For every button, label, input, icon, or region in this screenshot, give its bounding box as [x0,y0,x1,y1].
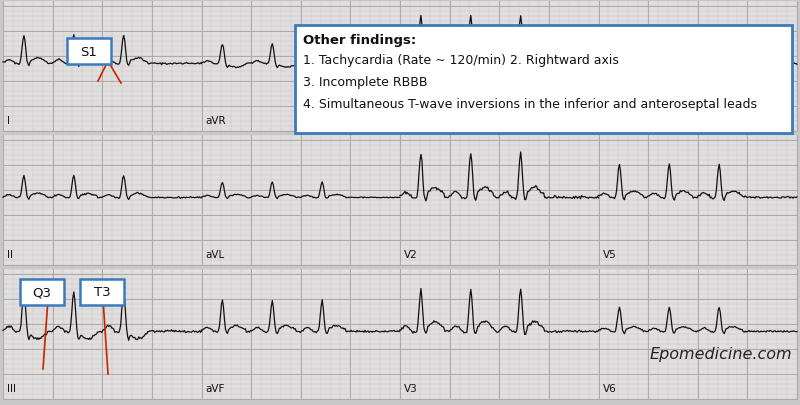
Text: 3. Incomplete RBBB: 3. Incomplete RBBB [303,76,427,89]
Text: II: II [7,249,13,259]
FancyBboxPatch shape [295,26,792,134]
Text: V2: V2 [404,249,418,259]
Text: V4: V4 [602,116,616,126]
Text: aVF: aVF [206,383,225,393]
Text: I: I [7,116,10,126]
Text: V6: V6 [602,383,616,393]
Text: T3: T3 [94,286,110,299]
Bar [3,136,797,265]
Text: Other findings:: Other findings: [303,34,416,47]
FancyBboxPatch shape [80,279,124,305]
Text: 1. Tachycardia (Rate ~ 120/min) 2. Rightward axis: 1. Tachycardia (Rate ~ 120/min) 2. Right… [303,54,619,67]
FancyBboxPatch shape [67,39,111,65]
Text: S1: S1 [81,45,98,58]
FancyBboxPatch shape [20,279,64,305]
Text: 4. Simultaneous T-wave inversions in the inferior and anteroseptal leads: 4. Simultaneous T-wave inversions in the… [303,98,757,111]
Text: V1: V1 [404,116,418,126]
Text: V5: V5 [602,249,616,259]
Bar [3,2,797,132]
Text: V3: V3 [404,383,418,393]
Text: aVL: aVL [206,249,225,259]
Text: Epomedicine.com: Epomedicine.com [650,346,792,361]
Text: Q3: Q3 [33,286,51,299]
Bar [3,269,797,399]
Text: aVR: aVR [206,116,226,126]
Text: III: III [7,383,16,393]
